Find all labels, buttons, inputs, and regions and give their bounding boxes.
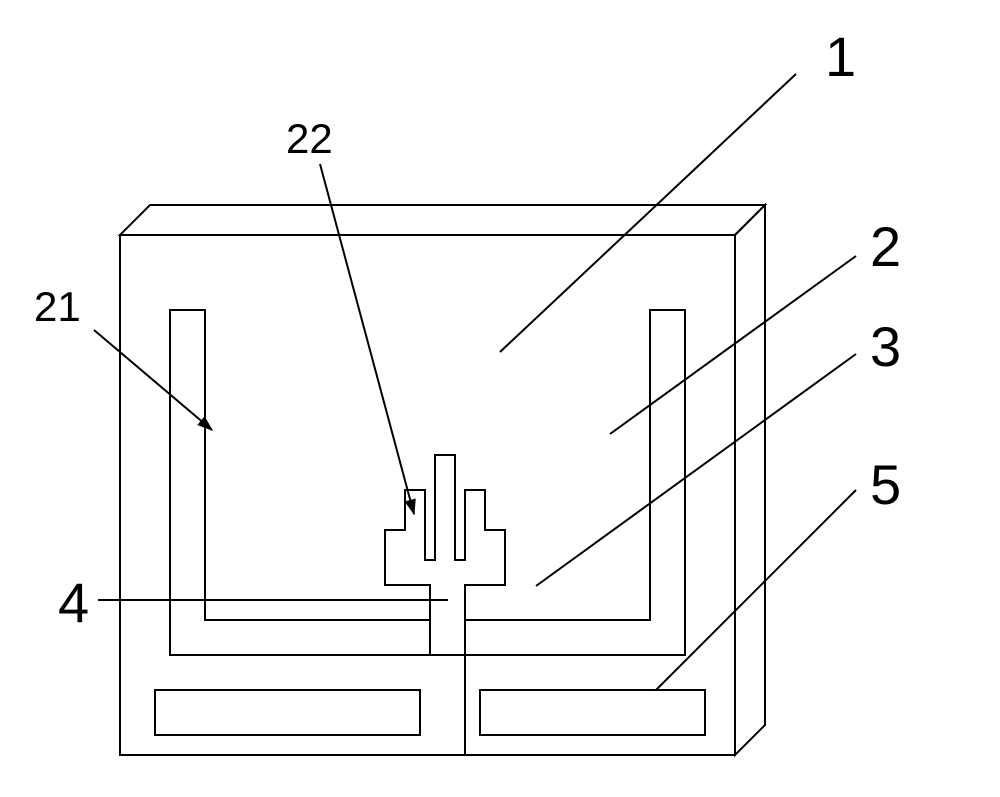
leader-line [94, 330, 212, 430]
leader-line [610, 256, 856, 434]
ground-left [155, 690, 420, 735]
slot-right [465, 310, 685, 655]
slot-center-trident [385, 455, 505, 655]
leader-line [320, 164, 414, 514]
figure-svg [0, 0, 1000, 797]
leader-arrowhead [406, 499, 416, 514]
block-front-face [120, 235, 735, 755]
ground-right [480, 690, 705, 735]
callout-label-1: 1 [825, 24, 856, 89]
callout-label-5: 5 [870, 452, 901, 517]
slot-left [170, 310, 430, 655]
callout-label-4: 4 [58, 570, 89, 635]
callout-label-21: 21 [34, 283, 81, 331]
block-top-face [120, 205, 765, 235]
callout-label-3: 3 [870, 314, 901, 379]
leader-line [500, 74, 796, 352]
feed-gap [430, 655, 465, 755]
callout-label-22: 22 [286, 115, 333, 163]
callout-label-2: 2 [870, 214, 901, 279]
block-right-face [735, 205, 765, 755]
figure-stage: 1 2 3 5 4 21 22 [0, 0, 1000, 797]
leader-line [536, 354, 856, 586]
